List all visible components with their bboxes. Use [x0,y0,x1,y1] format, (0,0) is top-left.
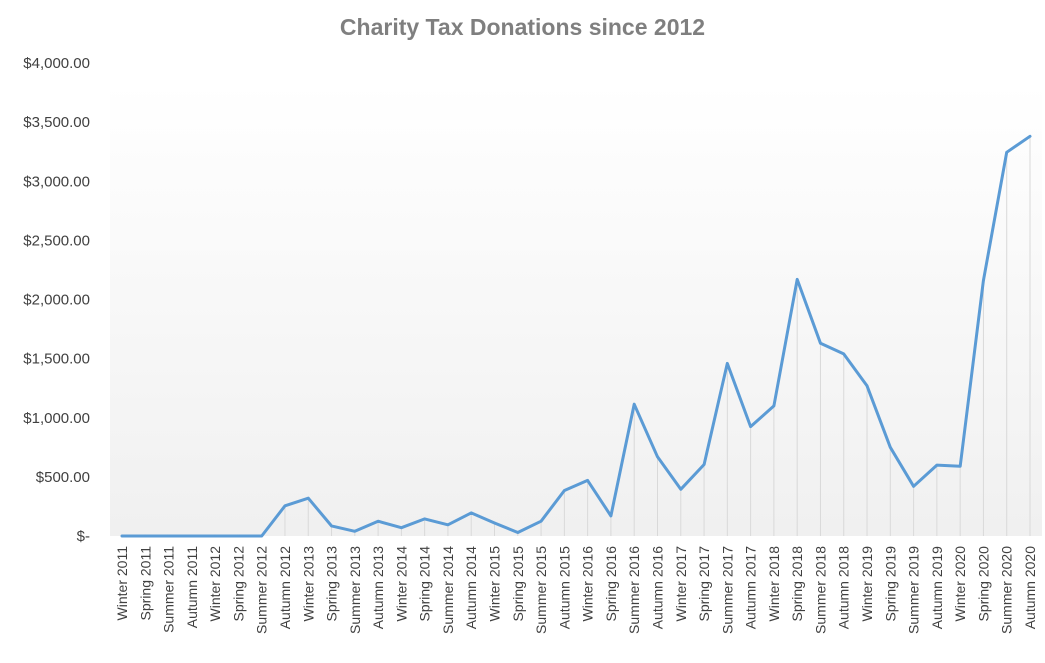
data-point [819,342,822,345]
x-tick-label: Summer 2014 [440,546,456,634]
x-tick-label: Spring 2011 [137,546,153,621]
data-point [795,278,799,281]
data-point [307,496,310,500]
y-tick-label: $2,000.00 [23,292,90,309]
data-point [167,534,170,538]
x-tick-label: Summer 2018 [812,546,828,634]
y-axis-ticks: $- $500.00 $1,000.00 $1,500.00 $2,000.00 $2,5… [23,55,90,545]
data-point [633,402,636,406]
x-tick-label: Spring 2017 [696,546,712,622]
data-point [749,425,752,428]
x-tick-label: Winter 2016 [580,546,596,622]
data-point [1005,151,1008,154]
data-point [563,489,566,492]
x-tick-label: Winter 2014 [393,546,409,622]
x-tick-label: Autumn 2015 [556,546,572,629]
data-point [144,534,147,538]
chart-title: Charity Tax Donations since 2012 [339,14,706,40]
data-point [982,279,985,282]
data-point [400,526,403,529]
x-tick-label: Spring 2020 [975,546,991,622]
series-line [120,134,1032,538]
x-tick-label: Summer 2019 [906,546,922,634]
x-tick-label: Winter 2019 [859,546,875,622]
x-tick-label: Autumn 2017 [743,546,759,629]
x-tick-label: Spring 2013 [324,546,340,622]
data-point [493,521,496,525]
x-tick-label: Autumn 2014 [463,546,479,629]
data-point [120,534,124,538]
data-point [889,446,892,449]
x-tick-label: Autumn 2020 [1022,546,1038,629]
x-tick-label: Winter 2017 [673,546,689,622]
plot-background [110,83,1042,536]
x-tick-label: Winter 2020 [952,546,968,622]
x-tick-label: Summer 2017 [719,546,735,634]
data-point [726,362,729,365]
x-tick-label: Summer 2012 [254,546,270,634]
data-point [702,463,706,466]
y-tick-label: $1,500.00 [23,351,90,368]
data-point [958,465,962,468]
data-point [586,479,589,482]
x-tick-label: Spring 2018 [789,546,805,622]
x-tick-label: Winter 2018 [766,546,782,622]
x-tick-label: Spring 2015 [510,546,526,622]
x-tick-label: Spring 2019 [882,546,898,622]
x-tick-label: Autumn 2019 [929,546,945,629]
x-tick-label: Autumn 2012 [277,546,293,629]
drop-lines [284,136,1031,536]
data-point [935,463,939,467]
y-tick-label: $3,000.00 [23,173,90,190]
data-point [912,485,915,488]
x-tick-label: Summer 2011 [161,546,177,633]
x-axis-ticks: Winter 2011 Spring 2011 Summer 2011 Autumn … [114,546,1038,634]
x-tick-label: Autumn 2016 [649,546,665,629]
data-point [772,404,776,408]
x-tick-label: Autumn 2018 [836,546,852,629]
data-point [865,384,869,388]
x-tick-label: Spring 2012 [230,546,246,622]
data-point [190,534,194,538]
data-point [539,520,543,523]
data-point [656,455,659,458]
y-tick-label: $- [77,528,90,545]
data-point [446,523,450,526]
x-tick-label: Spring 2016 [603,546,619,622]
x-tick-label: Winter 2011 [114,546,130,621]
y-tick-label: $4,000.00 [23,55,90,72]
data-point [376,520,380,523]
series-layer [120,134,1032,538]
data-point [679,488,682,491]
x-tick-label: Summer 2013 [347,546,363,634]
x-tick-label: Summer 2020 [999,546,1015,634]
x-tick-label: Winter 2015 [487,546,503,622]
data-point [1028,135,1032,138]
x-tick-label: Winter 2012 [207,546,223,622]
data-point [237,534,240,538]
x-tick-label: Autumn 2013 [370,546,386,629]
y-tick-label: $1,000.00 [23,410,90,427]
x-tick-label: Summer 2015 [533,546,549,634]
data-point [283,504,287,508]
y-tick-label: $3,500.00 [23,114,90,131]
data-point [353,530,357,533]
data-point [330,524,333,528]
data-point [213,534,217,538]
data-point [470,511,473,515]
data-point [609,514,613,518]
data-point [260,534,263,538]
x-tick-label: Summer 2016 [626,546,642,634]
x-tick-label: Autumn 2011 [184,546,200,628]
data-point [842,352,845,356]
x-tick-label: Winter 2013 [300,546,316,622]
data-point [423,517,426,521]
data-point [516,531,519,534]
y-tick-label: $500.00 [36,469,90,486]
y-tick-label: $2,500.00 [23,232,90,249]
x-tick-label: Spring 2014 [417,546,433,622]
